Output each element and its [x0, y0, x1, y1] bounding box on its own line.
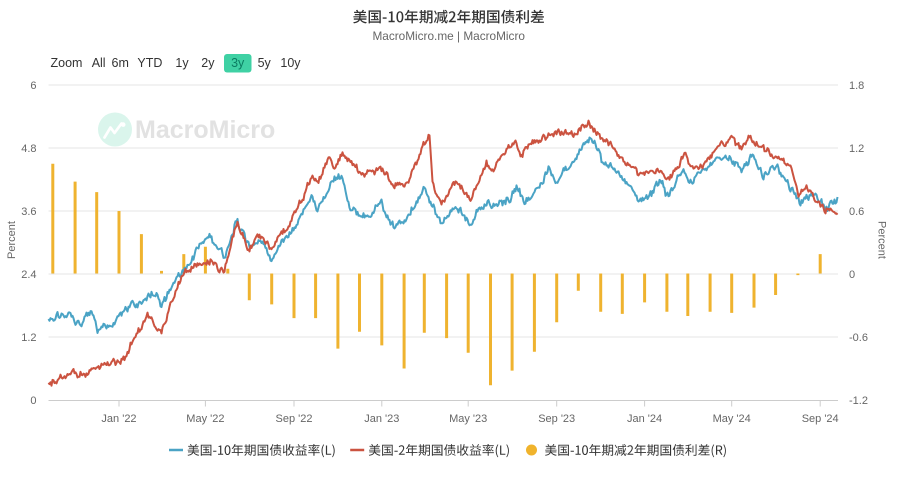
svg-text:Sep '24: Sep '24	[802, 413, 839, 425]
svg-text:6m: 6m	[112, 56, 129, 70]
svg-text:6: 6	[30, 80, 36, 92]
svg-text:MacroMicro.me | MacroMicro: MacroMicro.me | MacroMicro	[372, 29, 525, 43]
svg-text:All: All	[92, 56, 106, 70]
svg-text:Jan '22: Jan '22	[101, 413, 136, 425]
svg-text:MacroMicro: MacroMicro	[135, 116, 275, 144]
svg-text:1.8: 1.8	[849, 80, 864, 92]
svg-text:1.2: 1.2	[849, 143, 864, 155]
svg-text:0: 0	[849, 269, 855, 281]
svg-text:-0.6: -0.6	[849, 332, 868, 344]
svg-text:10y: 10y	[280, 56, 301, 70]
svg-text:May '24: May '24	[713, 413, 751, 425]
svg-text:-1.2: -1.2	[849, 395, 868, 407]
svg-text:Sep '22: Sep '22	[276, 413, 313, 425]
svg-text:2.4: 2.4	[21, 269, 36, 281]
svg-text:1.2: 1.2	[21, 332, 36, 344]
svg-text:3.6: 3.6	[21, 206, 36, 218]
svg-text:Jan '24: Jan '24	[627, 413, 662, 425]
svg-text:May '23: May '23	[449, 413, 487, 425]
svg-text:May '22: May '22	[186, 413, 224, 425]
svg-text:YTD: YTD	[137, 56, 162, 70]
svg-text:5y: 5y	[258, 56, 272, 70]
svg-text:1y: 1y	[175, 56, 189, 70]
svg-text:Sep '23: Sep '23	[538, 413, 575, 425]
svg-text:0.6: 0.6	[849, 206, 864, 218]
svg-text:Percent: Percent	[6, 221, 18, 259]
svg-text:2y: 2y	[201, 56, 215, 70]
svg-text:Jan '23: Jan '23	[364, 413, 399, 425]
svg-text:0: 0	[30, 395, 36, 407]
svg-text:3y: 3y	[231, 56, 245, 70]
svg-text:Percent: Percent	[876, 221, 888, 259]
svg-text:4.8: 4.8	[21, 143, 36, 155]
svg-text:Zoom: Zoom	[51, 56, 83, 70]
